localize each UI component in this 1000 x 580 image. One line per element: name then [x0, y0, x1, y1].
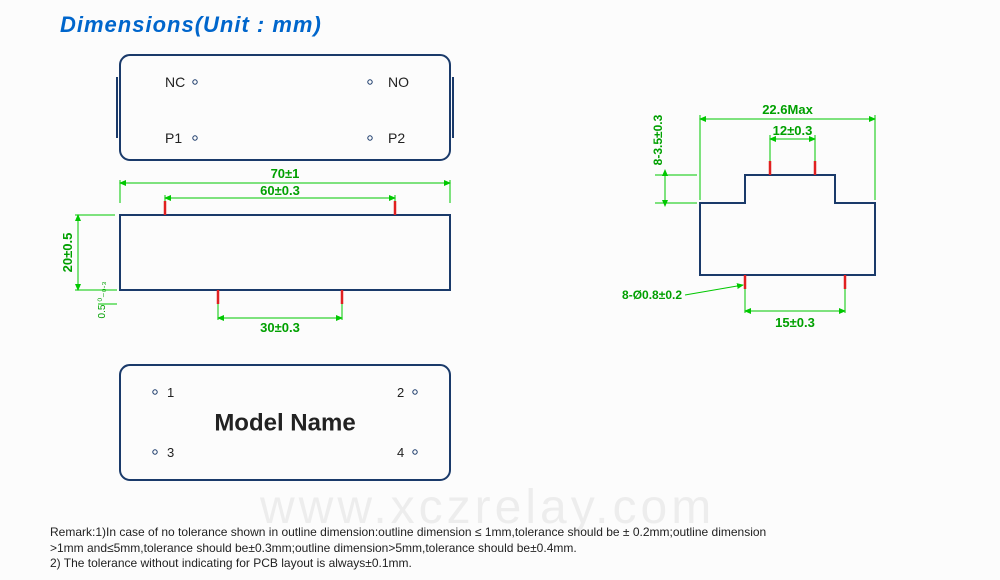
svg-text:NO: NO — [388, 74, 409, 90]
svg-text:70±1: 70±1 — [271, 166, 300, 181]
svg-text:60±0.3: 60±0.3 — [260, 183, 300, 198]
diagram-canvas: NC NO P1 P2 70±1 60±0.3 20±0.5 0.5 ⁰₋₀.₃ 30±0.3 1… — [0, 0, 1000, 580]
svg-text:P2: P2 — [388, 130, 405, 146]
svg-text:P1: P1 — [165, 130, 182, 146]
svg-text:2: 2 — [397, 385, 404, 400]
svg-text:22.6Max: 22.6Max — [762, 102, 813, 117]
svg-text:0.5 ⁰₋₀.₃: 0.5 ⁰₋₀.₃ — [97, 282, 108, 319]
svg-text:20±0.5: 20±0.5 — [60, 233, 75, 273]
svg-text:Model Name: Model Name — [214, 410, 355, 437]
svg-text:12±0.3: 12±0.3 — [773, 123, 813, 138]
svg-text:4: 4 — [397, 445, 404, 460]
svg-text:8-Ø0.8±0.2: 8-Ø0.8±0.2 — [622, 288, 682, 302]
svg-text:1: 1 — [167, 385, 174, 400]
remark-block: Remark:1)In case of no tolerance shown i… — [50, 525, 766, 572]
svg-text:NC: NC — [165, 74, 185, 90]
remark-line1: Remark:1)In case of no tolerance shown i… — [50, 525, 766, 541]
svg-text:15±0.3: 15±0.3 — [775, 315, 815, 330]
svg-text:30±0.3: 30±0.3 — [260, 320, 300, 335]
svg-text:8-3.5±0.3: 8-3.5±0.3 — [651, 114, 665, 165]
remark-line2: >1mm and≤5mm,tolerance should be±0.3mm;o… — [50, 541, 766, 557]
remark-line3: 2) The tolerance without indicating for … — [50, 556, 766, 572]
svg-text:3: 3 — [167, 445, 174, 460]
